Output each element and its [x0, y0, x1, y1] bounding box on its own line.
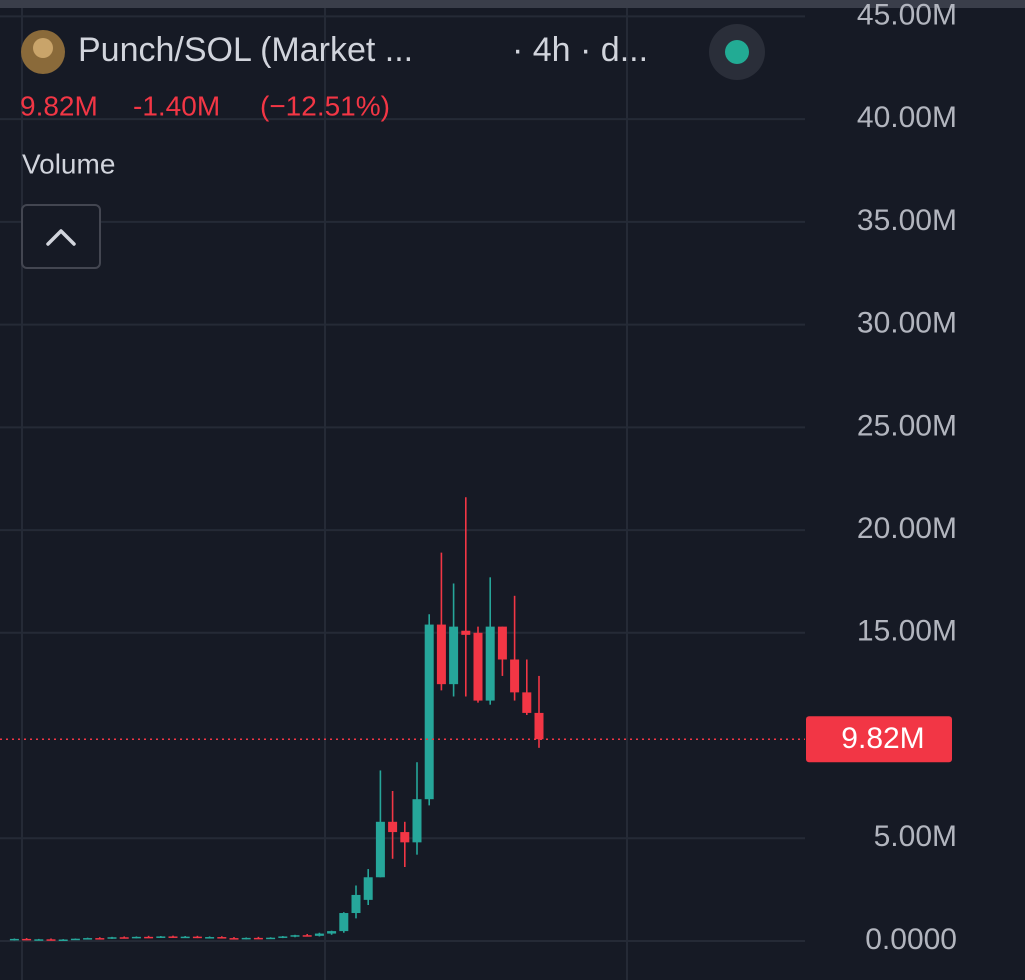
candle-body	[22, 938, 32, 941]
candle-body	[144, 936, 154, 939]
y-axis: 0.0000 5.00M 15.00M 20.00M 25.00M 30.00M 35.00…	[806, 0, 957, 956]
candle-body	[119, 937, 129, 939]
last-price-box	[806, 716, 952, 763]
top-bar	[0, 0, 1025, 8]
candle-body	[107, 937, 117, 939]
y-tick-label: 40.00M	[857, 101, 957, 134]
candle-body	[70, 938, 80, 941]
header: Punch/SOL (Market ... · 4h · d... 9.82M …	[20, 24, 765, 269]
candle-body	[290, 935, 300, 937]
candle-body	[485, 626, 495, 701]
candle-body	[302, 935, 312, 937]
candle-body	[205, 937, 215, 939]
grid	[0, 8, 805, 980]
candle-body	[351, 894, 361, 914]
candle-body	[327, 931, 337, 934]
candle-body	[217, 937, 227, 939]
plot	[0, 497, 805, 942]
candle-body	[339, 913, 349, 932]
candle-body	[534, 712, 544, 740]
candle-body	[314, 933, 324, 936]
status-dot	[725, 40, 749, 64]
collapse-button[interactable]	[21, 204, 101, 269]
candle-body	[241, 937, 251, 940]
candle-body	[412, 799, 422, 843]
candle-body	[278, 936, 288, 938]
candle-body	[424, 624, 434, 800]
last-price-label: 9.82M	[841, 722, 924, 755]
candle-body	[46, 939, 56, 941]
symbol-title[interactable]: Punch/SOL (Market ...	[78, 31, 413, 69]
candle-body	[34, 939, 44, 941]
candle-body	[229, 938, 239, 940]
candle-body	[473, 632, 483, 701]
symbol-icon-detail	[33, 38, 53, 58]
candle-body	[436, 624, 446, 685]
y-tick-label: 15.00M	[857, 615, 957, 648]
price: 9.82M	[20, 90, 98, 121]
change: -1.40M	[133, 90, 220, 121]
candle-body	[461, 630, 471, 635]
candle-body	[9, 938, 19, 941]
candle-body	[95, 938, 105, 940]
candle-body	[83, 938, 93, 940]
candle-body	[192, 936, 202, 939]
chevron-up-icon	[46, 229, 76, 246]
candle-body	[168, 936, 178, 938]
interval[interactable]: · 4h · d...	[512, 31, 648, 69]
y-tick-label: 35.00M	[857, 204, 957, 237]
candle-body	[497, 626, 507, 660]
candle-body	[522, 692, 532, 713]
y-tick-label: 20.00M	[857, 512, 957, 545]
candle-body	[156, 936, 166, 938]
change-percent: (−12.51%)	[260, 90, 390, 121]
candle-body	[510, 659, 520, 693]
candle-body	[131, 936, 141, 939]
candle-body	[266, 937, 276, 940]
candle-body	[449, 626, 459, 685]
candle-body	[363, 877, 373, 900]
candle-body	[58, 939, 68, 942]
y-tick-label: 0.0000	[865, 923, 957, 956]
candle-body	[388, 821, 398, 833]
y-tick-label: 25.00M	[857, 409, 957, 442]
candle-body	[180, 936, 190, 939]
candle-body	[400, 832, 410, 843]
y-tick-label: 5.00M	[874, 820, 957, 853]
candle-body	[253, 937, 263, 940]
y-tick-label: 30.00M	[857, 307, 957, 340]
y-tick-label: 45.00M	[857, 0, 957, 31]
candle-body	[375, 821, 385, 878]
indicator-label: Volume	[22, 148, 115, 179]
